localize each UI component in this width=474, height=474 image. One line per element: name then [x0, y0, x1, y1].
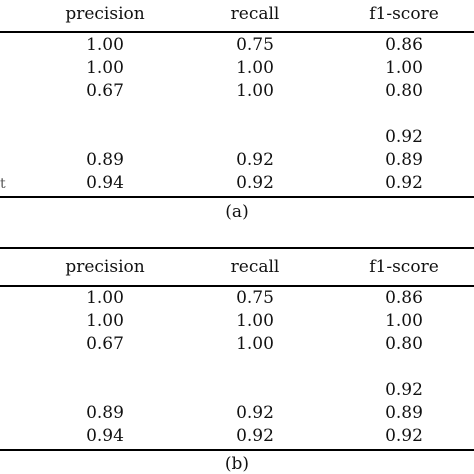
cell: 0.92: [236, 403, 274, 423]
cell: 1.00: [385, 311, 423, 331]
bottom-rule: [0, 449, 474, 451]
cell: 0.86: [385, 288, 423, 308]
cell: 0.92: [385, 173, 423, 193]
header-rule: [0, 285, 474, 287]
cell: 1.00: [385, 58, 423, 78]
caption-b: (b): [224, 454, 250, 474]
cell: 0.89: [86, 150, 124, 170]
cell: 0.67: [86, 334, 124, 354]
cell: 0.80: [385, 334, 423, 354]
cell: 0.89: [86, 403, 124, 423]
header-recall: recall: [230, 4, 280, 24]
cell: 0.94: [86, 173, 124, 193]
caption-a: (a): [225, 202, 249, 222]
bottom-rule: [0, 196, 474, 198]
header-f1-score: f1-score: [369, 4, 439, 24]
cropped-row-label: t: [0, 176, 6, 192]
cell: 0.75: [236, 288, 274, 308]
cell: 0.92: [236, 150, 274, 170]
header-recall: recall: [230, 257, 280, 277]
cell: 0.92: [236, 173, 274, 193]
top-rule: [0, 247, 474, 249]
cell: 1.00: [86, 58, 124, 78]
cell: 0.94: [86, 426, 124, 446]
cell: 0.75: [236, 35, 274, 55]
cell: 1.00: [236, 58, 274, 78]
cell: 1.00: [86, 288, 124, 308]
cell: 0.89: [385, 403, 423, 423]
cell: 0.89: [385, 150, 423, 170]
cell: 0.80: [385, 81, 423, 101]
cell: 0.67: [86, 81, 124, 101]
cell: 0.86: [385, 35, 423, 55]
cell: 0.92: [385, 127, 423, 147]
header-precision: precision: [65, 4, 145, 24]
header-precision: precision: [65, 257, 145, 277]
cell: 0.92: [385, 426, 423, 446]
cell: 1.00: [236, 81, 274, 101]
header-rule: [0, 31, 474, 33]
cell: 1.00: [236, 334, 274, 354]
cell: 1.00: [86, 35, 124, 55]
cell: 1.00: [86, 311, 124, 331]
cell: 0.92: [236, 426, 274, 446]
cell: 1.00: [236, 311, 274, 331]
header-f1-score: f1-score: [369, 257, 439, 277]
cell: 0.92: [385, 380, 423, 400]
